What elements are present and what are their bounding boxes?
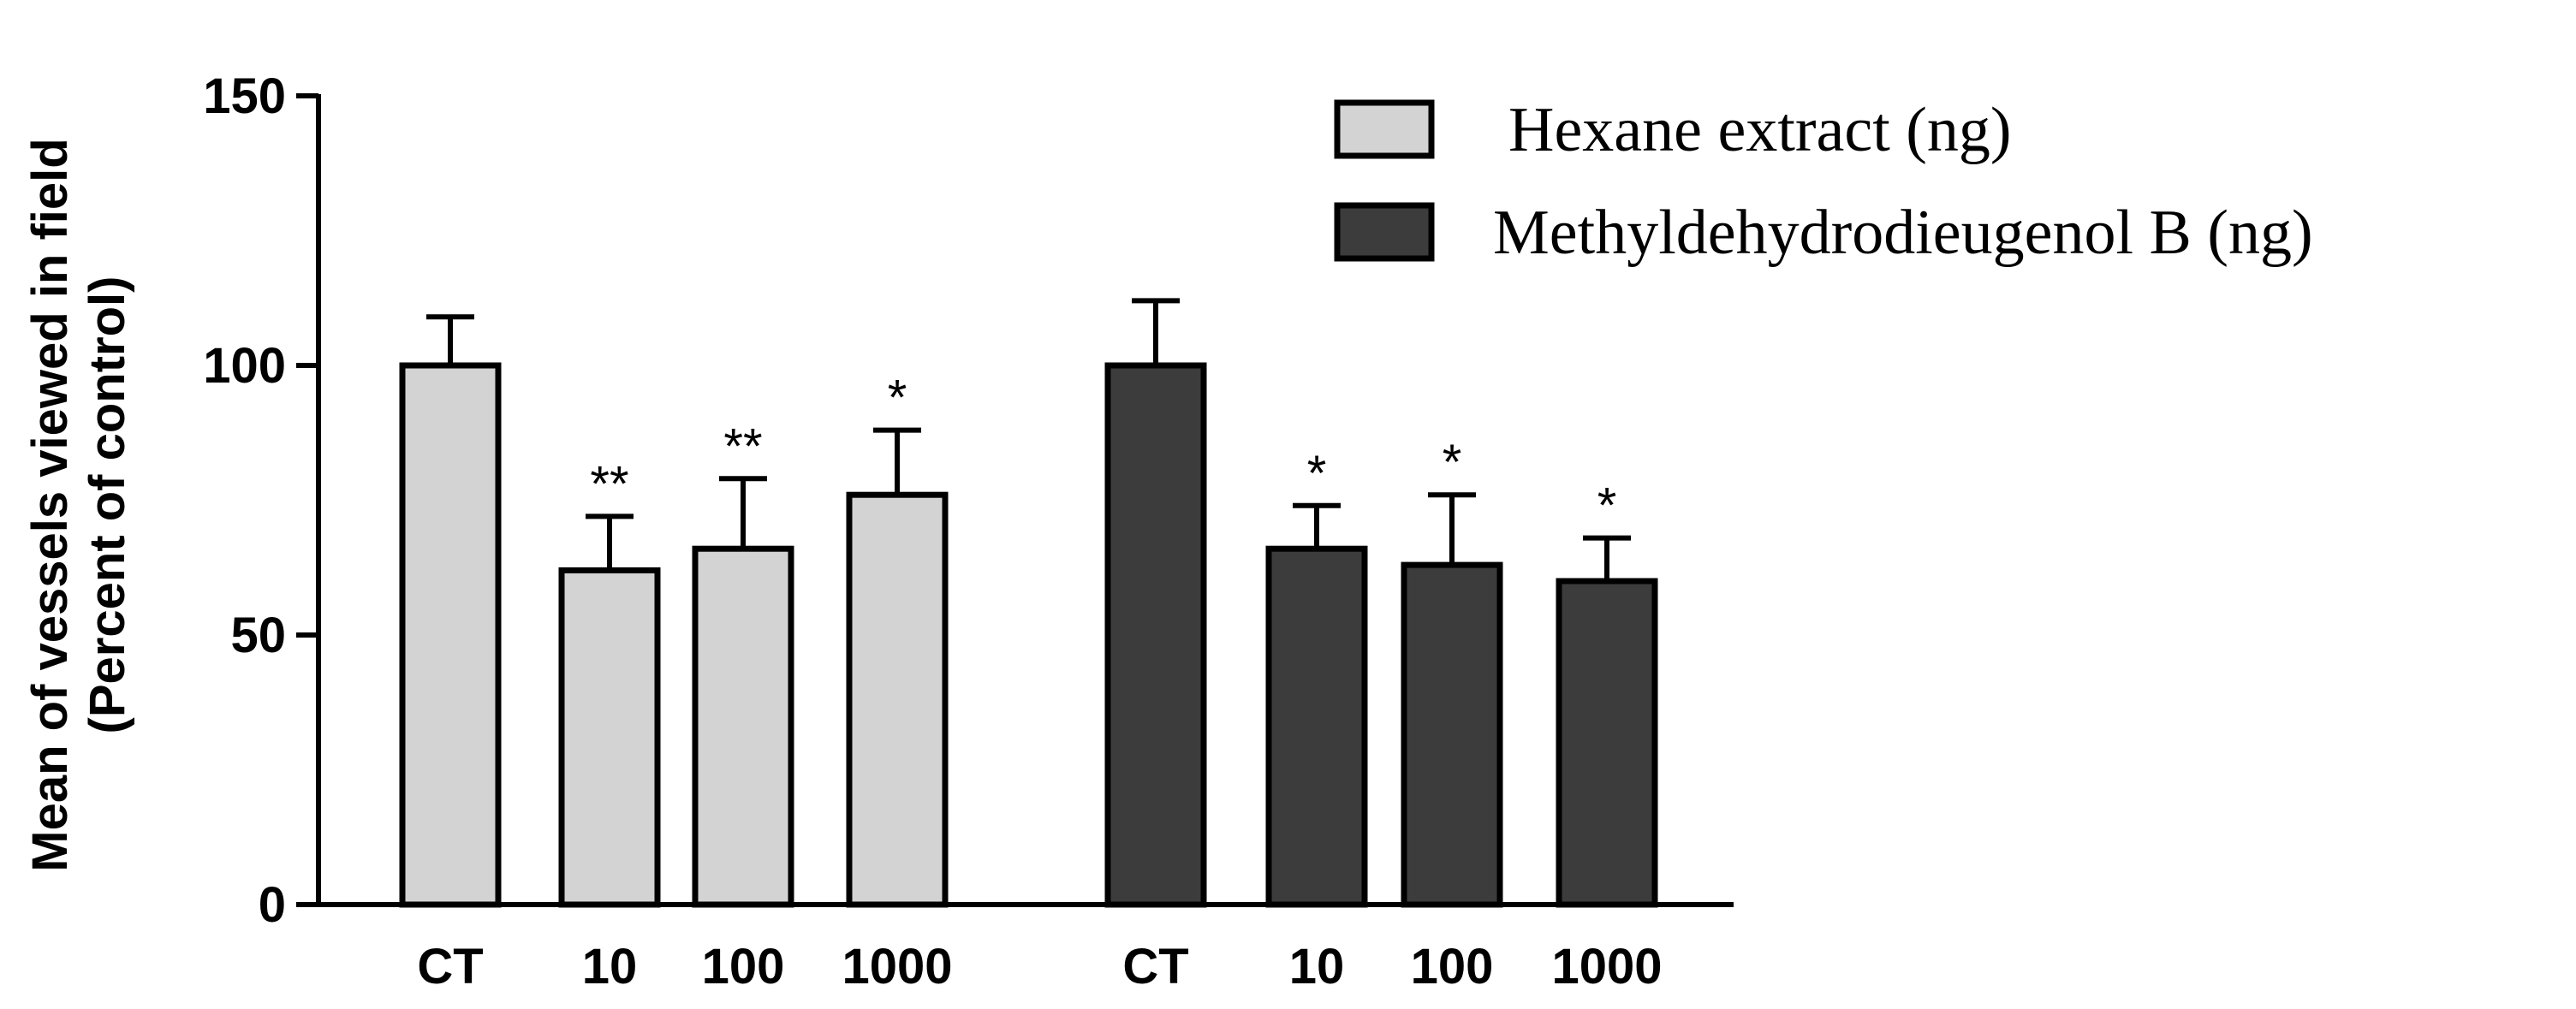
x-tick-label: 1000 [1551,939,1662,994]
bar [558,567,661,908]
legend-swatch [1334,99,1435,159]
significance-marker: ** [590,456,628,512]
bar [1104,362,1207,908]
x-tick-label: CT [417,939,483,994]
x-tick-label: 1000 [842,939,952,994]
bar [846,491,949,908]
significance-marker: * [1307,446,1327,502]
significance-markers: ****** ** [590,371,1616,534]
bar [692,545,794,908]
significance-marker: * [1597,478,1617,534]
x-tick-label: 100 [1411,939,1494,994]
bars [399,362,1658,908]
x-tick-label: 10 [1289,939,1345,994]
bar [1556,578,1658,908]
y-tick-label: 150 [203,68,286,124]
y-tick-label: 100 [203,338,286,394]
bar [1265,545,1368,908]
significance-marker: * [888,371,907,426]
x-tick-label: CT [1122,939,1188,994]
significance-marker: ** [723,418,762,474]
y-axis-label-line-1: Mean of vessels viewed in field [22,138,78,871]
y-tick-label: 0 [259,877,286,933]
legend: Hexane extract (ng) Methyldehydrodieugeno… [1334,95,2313,268]
y-tick-label: 50 [230,608,286,663]
axes: 0 50 100 150 [203,68,1734,933]
x-tick-label: 100 [702,939,785,994]
legend-label: Hexane extract (ng) [1508,95,2012,165]
x-tick-labels: CT 10 100 1000 CT 10 100 1000 [417,939,1662,994]
significance-marker: * [1443,435,1462,490]
bar [399,362,502,908]
x-tick-label: 10 [582,939,638,994]
bar [1401,561,1503,908]
y-axis-label: Mean of vessels viewed in field (Percent… [22,138,135,871]
legend-swatch [1334,202,1435,262]
error-bars [426,298,1631,581]
y-axis-label-line-2: (Percent of control) [80,276,135,734]
legend-label: Methyldehydrodieugenol B (ng) [1493,198,2313,268]
